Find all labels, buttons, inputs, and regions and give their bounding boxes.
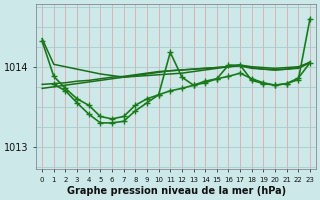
X-axis label: Graphe pression niveau de la mer (hPa): Graphe pression niveau de la mer (hPa)	[67, 186, 286, 196]
